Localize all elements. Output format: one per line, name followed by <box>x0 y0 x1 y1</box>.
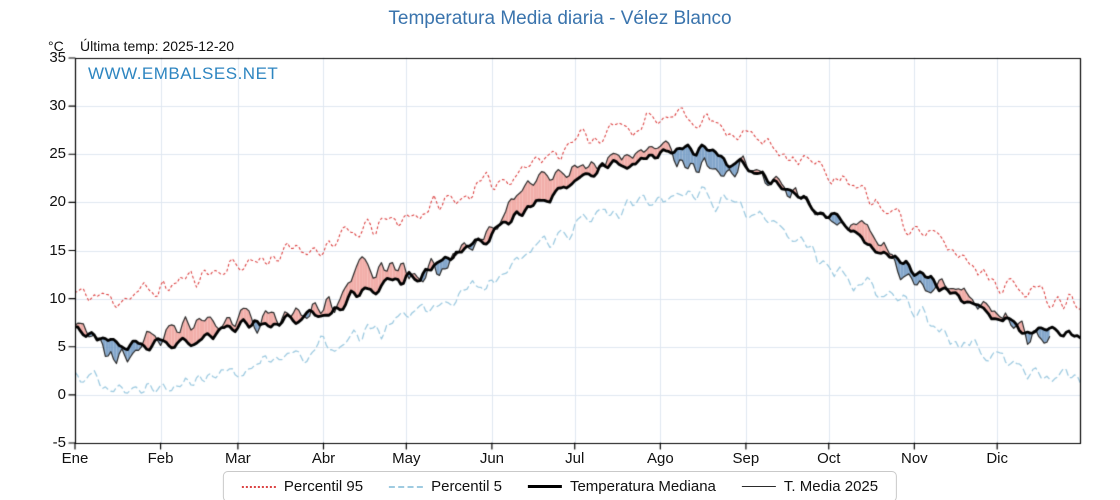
legend-label: T. Media 2025 <box>783 478 879 495</box>
watermark-text: WWW.EMBALSES.NET <box>88 64 279 83</box>
legend-line-sample <box>527 485 562 488</box>
y-tick-label: 25 <box>49 145 66 163</box>
x-month-label: Dic <box>986 450 1008 467</box>
y-tick-label: 30 <box>49 97 66 115</box>
y-tick-label: -5 <box>52 434 66 451</box>
legend-item: Temperatura Mediana <box>527 478 716 495</box>
legend-label: Percentil 95 <box>283 478 364 495</box>
x-month-label: Abr <box>311 450 336 467</box>
x-month-label: Ago <box>646 450 674 467</box>
legend-item: Percentil 5 <box>389 478 502 495</box>
x-month-label: May <box>392 450 421 467</box>
legend-line-sample <box>389 485 424 488</box>
legend-label: Percentil 5 <box>431 478 502 495</box>
y-tick-label: 0 <box>57 385 66 403</box>
y-tick-label: 15 <box>49 241 66 259</box>
y-tick-label: 10 <box>49 289 66 307</box>
y-tick-label: 5 <box>57 337 66 355</box>
x-month-label: Jul <box>565 450 585 467</box>
legend-box: Percentil 95 Percentil 5 Temperatura Media… <box>222 471 898 500</box>
x-month-label: Ene <box>61 450 89 467</box>
x-month-label: Jun <box>479 450 504 467</box>
x-month-label: Feb <box>147 450 174 467</box>
x-month-label: Mar <box>224 450 251 467</box>
y-tick-label: 20 <box>49 193 66 211</box>
x-month-label: Oct <box>817 450 841 467</box>
legend-item: T. Media 2025 <box>741 478 879 495</box>
legend-label: Temperatura Mediana <box>569 478 716 495</box>
legend-item: Percentil 95 <box>241 478 364 495</box>
legend-line-sample <box>741 486 776 487</box>
legend-line-sample <box>241 485 276 488</box>
x-month-label: Sep <box>732 450 760 467</box>
x-month-label: Nov <box>900 450 928 467</box>
y-tick-label: 35 <box>49 49 66 66</box>
